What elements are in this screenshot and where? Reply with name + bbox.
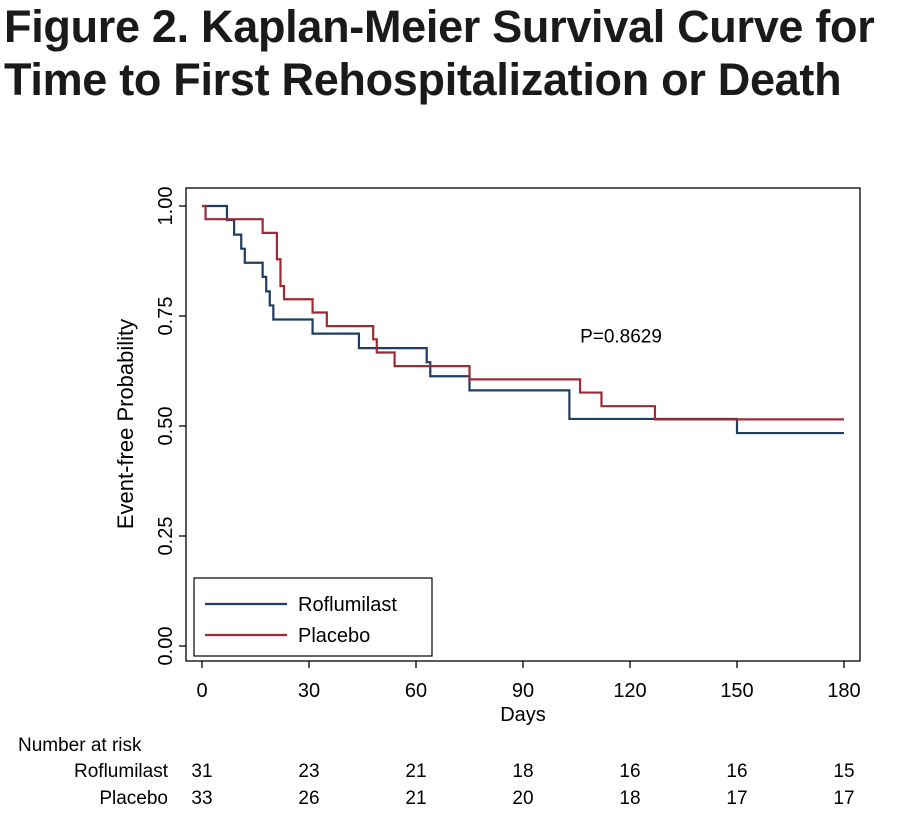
axes: 0 30 60 90 120 150 180 0.00 0.25 0.50 0.75 1.00 bbox=[155, 187, 861, 702]
risk-count: 33 bbox=[191, 788, 212, 809]
risk-row-label: Roflumilast bbox=[74, 761, 169, 782]
risk-count: 17 bbox=[726, 788, 747, 809]
chart-title: Figure 2. Kaplan-Meier Survival Curve fo… bbox=[4, 1, 875, 105]
x-tick-label: 120 bbox=[613, 680, 646, 702]
legend-label-placebo: Placebo bbox=[298, 625, 370, 647]
x-axis-label: Days bbox=[500, 704, 546, 726]
series-line-placebo bbox=[202, 204, 844, 421]
series-line-roflumilast bbox=[202, 204, 844, 435]
legend-label-roflumilast: Roflumilast bbox=[298, 594, 397, 616]
x-tick-label: 150 bbox=[720, 680, 753, 702]
x-tick-label: 30 bbox=[298, 680, 320, 702]
risk-table-header: Number at risk bbox=[18, 735, 142, 756]
risk-count: 31 bbox=[191, 761, 212, 782]
risk-table: Number at risk Roflumilast 31 23 21 18 16 16 15… bbox=[18, 735, 855, 809]
y-tick-label: 0.25 bbox=[155, 517, 177, 556]
risk-count: 23 bbox=[298, 761, 319, 782]
x-tick-label: 90 bbox=[512, 680, 534, 702]
x-tick-label: 180 bbox=[827, 680, 860, 702]
risk-count: 16 bbox=[726, 761, 747, 782]
risk-count: 18 bbox=[512, 761, 533, 782]
risk-count: 18 bbox=[619, 788, 640, 809]
x-tick-label: 60 bbox=[405, 680, 427, 702]
risk-count: 15 bbox=[833, 761, 854, 782]
p-value-annotation: P=0.8629 bbox=[580, 326, 662, 347]
legend-box bbox=[193, 577, 433, 657]
risk-count: 21 bbox=[405, 761, 426, 782]
y-tick-label: 0.00 bbox=[155, 627, 177, 666]
y-tick-label: 0.75 bbox=[155, 297, 177, 336]
y-axis-label: Event-free Probability bbox=[113, 319, 138, 529]
risk-count: 17 bbox=[833, 788, 854, 809]
y-tick-label: 0.50 bbox=[155, 407, 177, 446]
x-tick-label: 0 bbox=[196, 680, 207, 702]
risk-count: 21 bbox=[405, 788, 426, 809]
risk-count: 16 bbox=[619, 761, 640, 782]
risk-count: 20 bbox=[512, 788, 533, 809]
y-tick-label: 1.00 bbox=[155, 187, 177, 226]
series-layer bbox=[202, 204, 844, 435]
legend: Roflumilast Placebo bbox=[193, 577, 433, 657]
risk-row-label: Placebo bbox=[99, 788, 168, 809]
risk-count: 26 bbox=[298, 788, 319, 809]
